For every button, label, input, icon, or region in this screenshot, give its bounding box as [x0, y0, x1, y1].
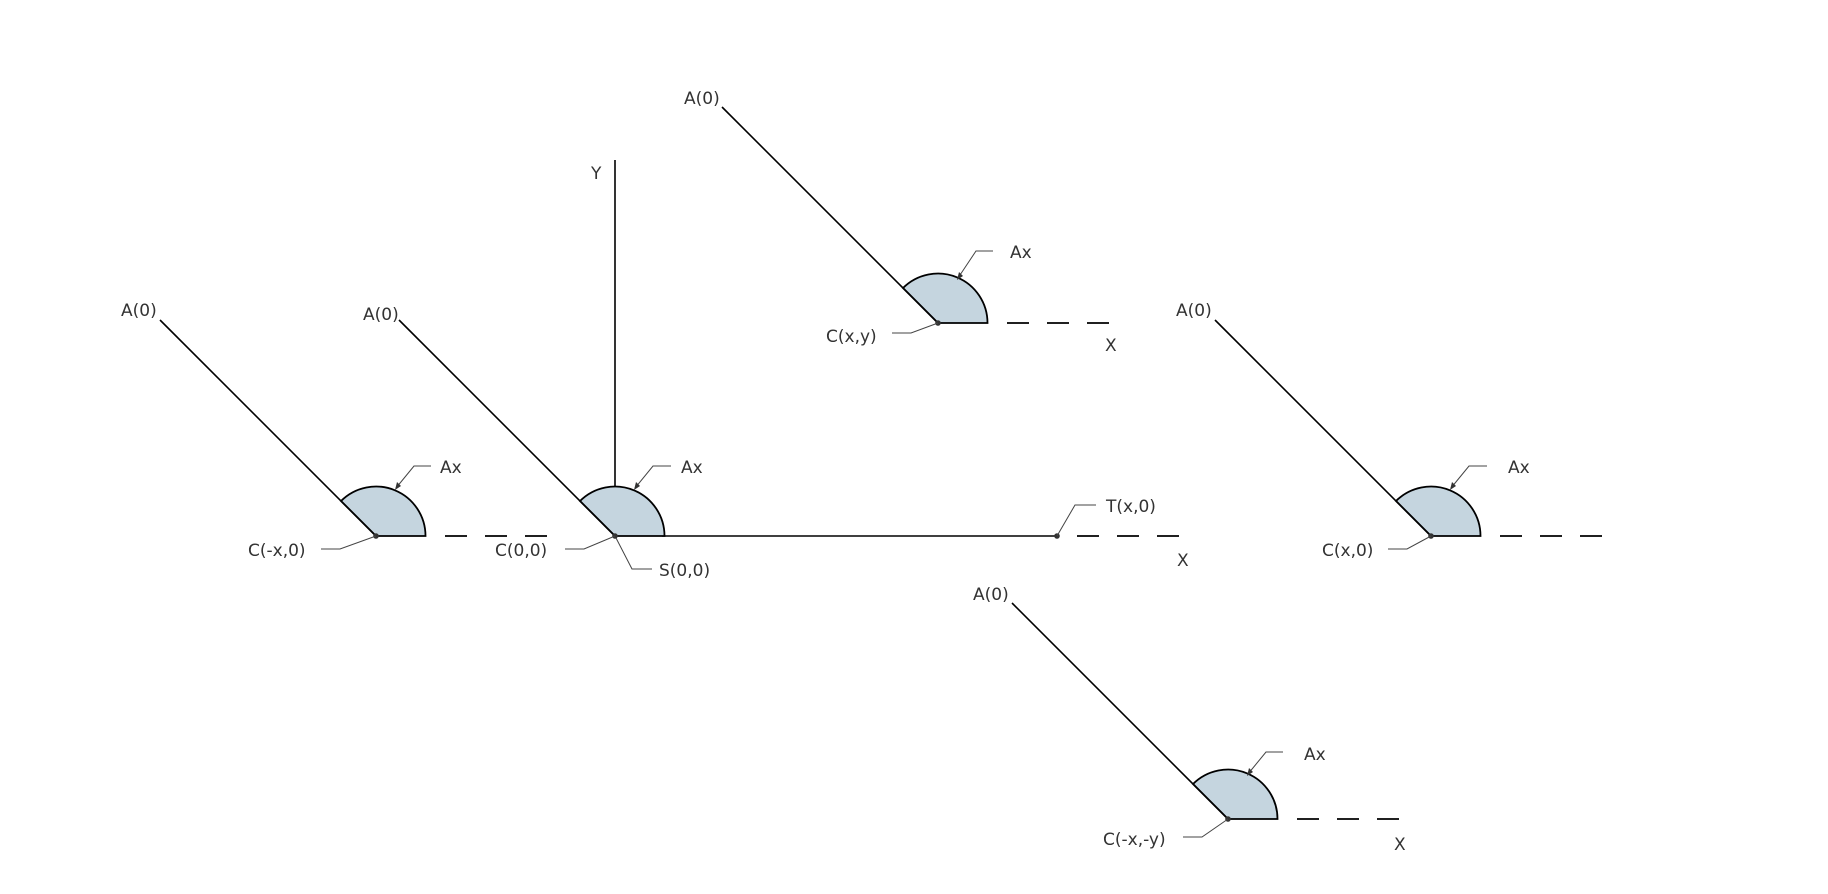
ray-end-label: A(0) — [684, 89, 720, 109]
center-label: C(-x,-y) — [1103, 830, 1166, 850]
center-label: C(-x,0) — [248, 541, 306, 561]
point-t-label: T(x,0) — [1105, 497, 1156, 517]
ray-line — [721, 106, 939, 324]
angle-sector — [578, 485, 666, 537]
angle-sector — [1191, 768, 1279, 820]
center-leader — [565, 535, 616, 550]
x-label: X — [1105, 336, 1117, 356]
angle-label: Ax — [681, 458, 703, 478]
angle-leader-arrow — [957, 272, 963, 280]
center-label: C(0,0) — [495, 541, 547, 561]
angle-sector — [901, 272, 989, 324]
ray-end-label: A(0) — [363, 305, 399, 325]
center-leader — [1183, 818, 1229, 838]
x-label: X — [1394, 835, 1406, 855]
angle-leader-arrow — [1450, 482, 1456, 490]
angle-leader-arrow — [1247, 768, 1253, 776]
point-t-leader — [1056, 504, 1096, 537]
angle-leader-arrow — [634, 482, 640, 490]
y-axis-label: Y — [590, 164, 602, 184]
figure-c-origin: C(0,0) A(0) Ax — [363, 305, 703, 561]
angle-leader — [957, 250, 993, 279]
ray-line — [1214, 319, 1432, 537]
ray-end-label: A(0) — [1176, 301, 1212, 321]
angle-leader — [1247, 751, 1283, 775]
main-axes: Y X T(x,0) S(0,0) — [590, 160, 1190, 581]
angle-sector — [1394, 485, 1482, 537]
center-leader — [321, 535, 377, 550]
figure-c-neg-x-neg-y: C(-x,-y) A(0) Ax X — [973, 585, 1407, 855]
ray-end-label: A(0) — [121, 301, 157, 321]
angle-label: Ax — [440, 458, 462, 478]
figure-c-x-y: C(x,y) A(0) Ax X — [684, 89, 1117, 356]
center-leader — [892, 322, 939, 334]
x-axis-label: X — [1177, 551, 1189, 571]
origin-leader — [614, 535, 652, 570]
ray-line — [1011, 602, 1229, 820]
angle-label: Ax — [1010, 243, 1032, 263]
center-leader — [1388, 535, 1432, 550]
angle-sector — [339, 485, 427, 537]
center-label: C(x,y) — [826, 327, 877, 347]
ray-end-label: A(0) — [973, 585, 1009, 605]
angle-label: Ax — [1508, 458, 1530, 478]
angle-leader — [1450, 465, 1487, 489]
origin-label: S(0,0) — [659, 561, 710, 581]
center-label: C(x,0) — [1322, 541, 1373, 561]
figure-c-neg-x: C(-x,0) A(0) Ax — [121, 301, 555, 561]
ray-line — [159, 319, 377, 537]
angle-leader — [634, 465, 671, 489]
angle-leader — [395, 465, 431, 489]
angle-label: Ax — [1304, 745, 1326, 765]
ray-line — [398, 319, 616, 537]
figure-c-x: C(x,0) A(0) Ax — [1176, 301, 1610, 561]
angle-leader-arrow — [395, 482, 401, 490]
